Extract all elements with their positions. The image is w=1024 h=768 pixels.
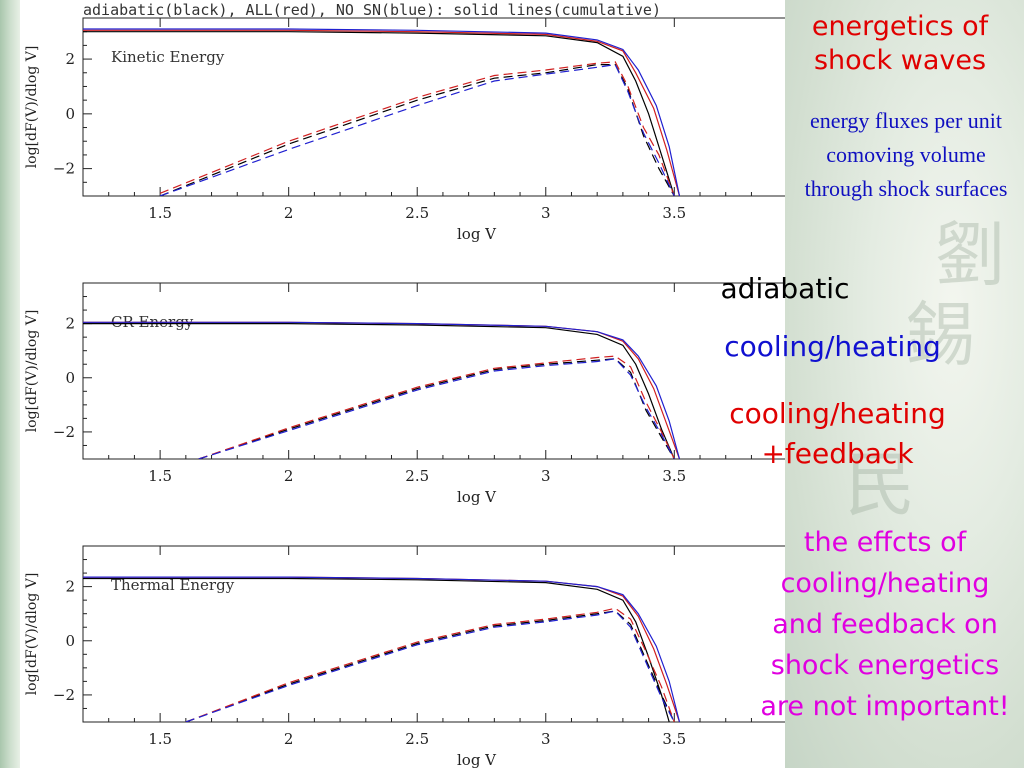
plot-frame [82, 282, 785, 460]
x-tick-label: 2 [284, 467, 294, 485]
y-axis-label: log[dF(V)/dlog V] [24, 573, 40, 696]
x-tick-label: 1.5 [148, 204, 172, 222]
slide-heading: energetics of shock waves [811, 11, 989, 76]
series-line-all-cumulative [83, 29, 681, 196]
series-line-no-sn-differential [198, 358, 675, 459]
x-tick-label: 2 [284, 730, 294, 748]
series-line-adiabatic-differential [185, 610, 675, 722]
slide-subtext: energy fluxes per unit comoving volume t… [804, 108, 1008, 201]
x-tick-label: 3.5 [662, 730, 686, 748]
series-line-no-sn-cumulative [83, 28, 681, 196]
series-line-all-differential [198, 355, 675, 459]
y-tick-label: 2 [65, 50, 75, 68]
x-tick-label: 2.5 [405, 204, 429, 222]
series-line-adiabatic-cumulative [83, 31, 675, 196]
series-line-all-differential [185, 607, 675, 722]
y-tick-label: 0 [65, 105, 75, 123]
calligraphy-glyph: 劉 [935, 214, 1005, 296]
slide-conclusion: the effcts of cooling/heating and feedba… [760, 527, 1010, 722]
chart-panel-3: 2 0 −2 1.5 2 2.5 3 3.5 log V log[dF(V)/dlog V] The… [24, 545, 785, 768]
series-line-no-sn-differential [159, 63, 675, 196]
x-axis-label: log V [457, 488, 497, 506]
series-line-all-cumulative [83, 321, 681, 459]
series-line-all-cumulative [83, 576, 681, 722]
y-tick-label: −2 [53, 686, 75, 704]
y-tick-label: −2 [53, 423, 75, 441]
series-line-adiabatic-differential [198, 358, 675, 459]
y-tick-label: 0 [65, 369, 75, 387]
y-axis-label: log[dF(V)/dlog V] [24, 310, 40, 433]
series-group [83, 28, 681, 196]
x-tick-label: 1.5 [148, 730, 172, 748]
x-tick-label: 3.5 [662, 204, 686, 222]
y-tick-label: 2 [65, 578, 75, 596]
x-tick-label: 2 [284, 204, 294, 222]
legend-cooling-heating-feedback: cooling/heating +feedback [729, 397, 946, 470]
series-line-adiabatic-differential [159, 63, 675, 196]
series-group [83, 576, 681, 722]
legend-cooling-heating: cooling/heating [724, 330, 941, 363]
series-line-no-sn-differential [185, 610, 675, 722]
shock-energetics-plots: 2 0 −2 1.5 2 2.5 3 3.5 log V log[dF(V)/dlog V] Kin… [24, 1, 785, 768]
plot-frame [82, 17, 785, 197]
left-decorative-strip [0, 0, 20, 768]
x-tick-label: 3 [541, 467, 551, 485]
x-tick-label: 3 [541, 204, 551, 222]
series-line-all-differential [159, 61, 675, 196]
legend-adiabatic: adiabatic [720, 272, 850, 305]
x-axis-label: log V [457, 751, 497, 768]
y-tick-label: −2 [53, 160, 75, 178]
series-line-no-sn-cumulative [83, 321, 681, 459]
chart-title: adiabatic(black), ALL(red), NO SN(blue):… [83, 1, 661, 19]
series-line-adiabatic-cumulative [83, 323, 675, 459]
panel-label: Thermal Energy [111, 576, 235, 594]
x-axis-label: log V [457, 225, 497, 243]
series-group [83, 321, 681, 459]
calligraphy-background: 劉 錫 民 [785, 0, 1024, 768]
calligraphy-glyph: 錫 [905, 294, 975, 376]
x-tick-label: 3 [541, 730, 551, 748]
x-tick-label: 1.5 [148, 467, 172, 485]
y-tick-label: 0 [65, 632, 75, 650]
calligraphy-glyph: 民 [845, 444, 915, 526]
y-axis-label: log[dF(V)/dlog V] [24, 46, 40, 169]
plot-frame [82, 545, 785, 723]
series-line-adiabatic-cumulative [83, 577, 670, 722]
x-tick-label: 2.5 [405, 467, 429, 485]
y-tick-label: 2 [65, 315, 75, 333]
x-tick-label: 3.5 [662, 467, 686, 485]
chart-panel-1: 2 0 −2 1.5 2 2.5 3 3.5 log V log[dF(V)/dlog V] Kin… [24, 1, 785, 243]
panel-label: Kinetic Energy [111, 48, 225, 66]
series-line-no-sn-cumulative [83, 576, 681, 722]
x-tick-label: 2.5 [405, 730, 429, 748]
